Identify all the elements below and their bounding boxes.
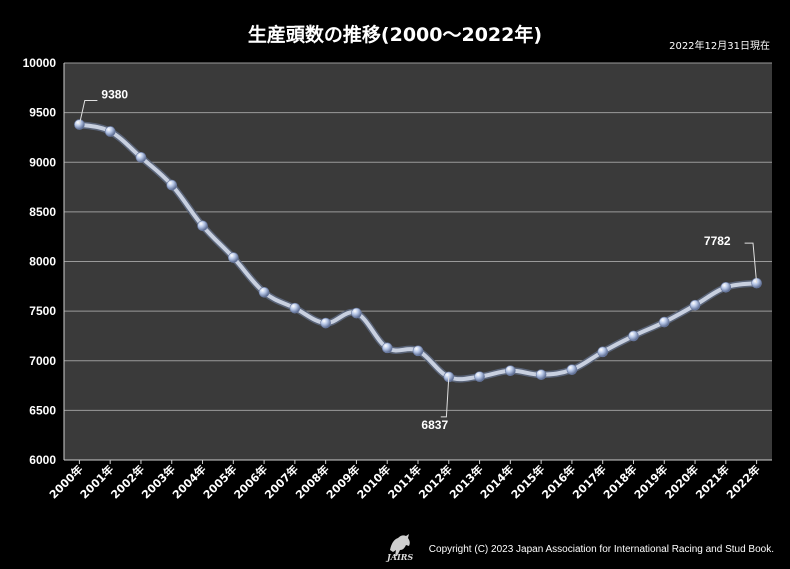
data-label: 7782 [704, 234, 731, 248]
annotation-leader [78, 100, 98, 125]
jairs-logo-icon [390, 534, 410, 556]
data-point [597, 346, 608, 358]
data-point [289, 302, 301, 314]
y-tick-label: 7000 [29, 354, 56, 368]
as-of-date: 2022年12月31日現在 [669, 41, 770, 52]
data-point [412, 345, 424, 357]
data-point [658, 316, 670, 328]
chart-title: 生産頭数の推移(2000～2022年) [247, 24, 543, 46]
y-tick-label: 8500 [29, 205, 56, 219]
data-point [689, 299, 701, 311]
data-point [197, 220, 208, 232]
data-point [166, 179, 178, 191]
y-tick-label: 6500 [29, 403, 56, 417]
x-tick-label: 2022年 [723, 462, 762, 501]
data-point [381, 342, 393, 354]
y-tick-label: 9000 [29, 155, 56, 169]
data-point [320, 317, 331, 329]
data-label: 9380 [101, 88, 128, 102]
data-point [104, 126, 116, 137]
data-label: 6837 [421, 418, 448, 432]
data-point [135, 151, 147, 163]
copyright-text: Copyright (C) 2023 Japan Association for… [428, 544, 774, 555]
annotation-leader [440, 376, 450, 418]
y-tick-label: 7500 [29, 304, 56, 318]
data-point [258, 286, 270, 298]
logo-text: JAIRS [387, 552, 414, 562]
y-tick-label: 6000 [29, 453, 56, 467]
data-point [474, 371, 485, 382]
data-point [535, 369, 547, 380]
data-point [228, 252, 239, 263]
y-tick-label: 10000 [23, 56, 57, 70]
data-point [720, 282, 732, 293]
data-point [351, 307, 362, 319]
y-tick-label: 9500 [29, 106, 56, 120]
data-point [566, 364, 578, 375]
data-point [505, 365, 516, 376]
data-point [628, 330, 639, 342]
y-tick-label: 8000 [29, 255, 56, 269]
annotation-leader [744, 242, 758, 284]
